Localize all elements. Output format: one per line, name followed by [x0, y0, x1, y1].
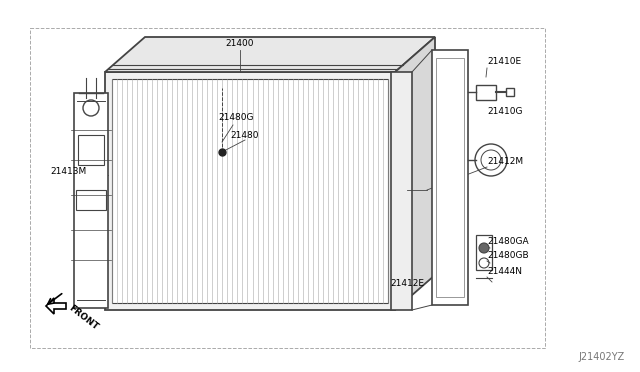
Polygon shape — [391, 72, 412, 310]
Text: 21413M: 21413M — [50, 167, 86, 176]
Text: 21444N: 21444N — [487, 267, 522, 276]
Text: 21410G: 21410G — [487, 108, 522, 116]
Text: 21480: 21480 — [230, 131, 259, 140]
Polygon shape — [105, 37, 435, 72]
Text: 21412E: 21412E — [390, 279, 424, 288]
Text: 21410E: 21410E — [487, 58, 521, 67]
Text: 21480G: 21480G — [218, 113, 253, 122]
Bar — [476, 85, 496, 100]
Polygon shape — [432, 50, 468, 305]
Text: J21402YZ: J21402YZ — [579, 352, 625, 362]
Text: 21480GB: 21480GB — [487, 251, 529, 260]
Bar — [506, 88, 514, 96]
Bar — [476, 235, 492, 270]
Bar — [76, 190, 106, 210]
Bar — [78, 135, 104, 165]
Text: 21400: 21400 — [225, 38, 253, 48]
Polygon shape — [105, 72, 395, 310]
Polygon shape — [74, 93, 108, 308]
Text: FRONT: FRONT — [67, 304, 100, 332]
Polygon shape — [395, 37, 435, 310]
Text: 21412M: 21412M — [487, 157, 523, 167]
Circle shape — [479, 243, 489, 253]
Polygon shape — [112, 79, 388, 303]
Text: 21480GA: 21480GA — [487, 237, 529, 247]
